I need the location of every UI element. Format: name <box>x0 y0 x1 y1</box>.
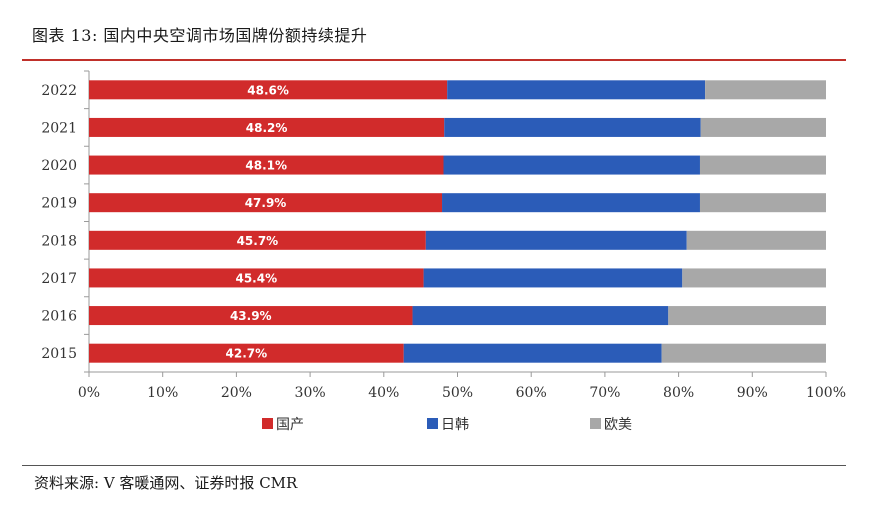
bar-segment-domestic <box>89 268 424 288</box>
bar-segment-japan-korea <box>447 80 706 100</box>
legend-label: 国产 <box>276 417 304 433</box>
footer-divider <box>22 465 846 466</box>
bar-segment-japan-korea <box>425 230 687 250</box>
x-tick-label: 0% <box>78 385 100 401</box>
bar-segment-domestic <box>89 306 413 326</box>
chart-title-bar: 图表 13: 国内中央空调市场国牌份额持续提升 <box>22 0 846 45</box>
bar-segment-europe-america <box>705 80 826 100</box>
bar-segment-domestic <box>89 193 443 213</box>
title-divider <box>22 59 846 61</box>
bar-segment-domestic <box>89 80 448 100</box>
bar-segment-domestic <box>89 230 426 250</box>
bar-segment-domestic <box>89 155 444 175</box>
bar-segment-europe-america <box>700 117 826 137</box>
bar-segment-japan-korea <box>444 117 701 137</box>
y-category-label: 2018 <box>41 233 77 249</box>
chart-title: 图表 13: 国内中央空调市场国牌份额持续提升 <box>32 26 368 45</box>
bar-segment-domestic <box>89 343 404 363</box>
bar-segment-japan-korea <box>403 343 662 363</box>
legend-label: 日韩 <box>441 417 469 433</box>
bar-segment-domestic <box>89 117 445 137</box>
y-category-label: 2017 <box>41 271 77 287</box>
y-category-label: 2019 <box>41 196 77 212</box>
x-tick-label: 70% <box>589 385 620 401</box>
x-tick-label: 60% <box>516 385 547 401</box>
bar-value-label: 48.2% <box>246 121 288 135</box>
bar-segment-europe-america <box>668 306 826 326</box>
bar-value-label: 42.7% <box>226 347 268 361</box>
bar-segment-japan-korea <box>443 155 700 175</box>
bar-value-label: 48.1% <box>245 159 287 173</box>
y-category-label: 2022 <box>41 83 77 99</box>
legend-swatch <box>427 418 438 429</box>
y-category-label: 2016 <box>41 309 77 325</box>
y-category-label: 2015 <box>41 346 77 362</box>
bar-segment-japan-korea <box>412 306 669 326</box>
bar-segment-japan-korea <box>423 268 683 288</box>
legend-swatch <box>262 418 273 429</box>
bar-segment-europe-america <box>699 193 826 213</box>
legend-swatch <box>590 418 601 429</box>
y-category-label: 2021 <box>41 120 77 136</box>
x-tick-label: 100% <box>806 385 846 401</box>
bar-value-label: 48.6% <box>247 83 289 97</box>
y-category-label: 2020 <box>41 158 77 174</box>
bar-segment-europe-america <box>661 343 826 363</box>
bar-segment-japan-korea <box>442 193 700 213</box>
bar-segment-europe-america <box>686 230 826 250</box>
source-note: 资料来源: V 客暖通网、证券时报 CMR <box>34 474 298 492</box>
x-tick-label: 50% <box>442 385 473 401</box>
bar-value-label: 43.9% <box>230 309 272 323</box>
x-tick-label: 20% <box>221 385 252 401</box>
bar-value-label: 45.4% <box>235 271 277 285</box>
bar-value-label: 47.9% <box>245 196 287 210</box>
bar-value-label: 45.7% <box>237 234 279 248</box>
x-tick-label: 30% <box>295 385 326 401</box>
x-tick-label: 10% <box>147 385 178 401</box>
x-tick-label: 80% <box>663 385 694 401</box>
bar-segment-europe-america <box>682 268 826 288</box>
x-tick-label: 40% <box>368 385 399 401</box>
bar-segment-europe-america <box>699 155 826 175</box>
legend-label: 欧美 <box>604 417 632 433</box>
x-tick-label: 90% <box>737 385 768 401</box>
